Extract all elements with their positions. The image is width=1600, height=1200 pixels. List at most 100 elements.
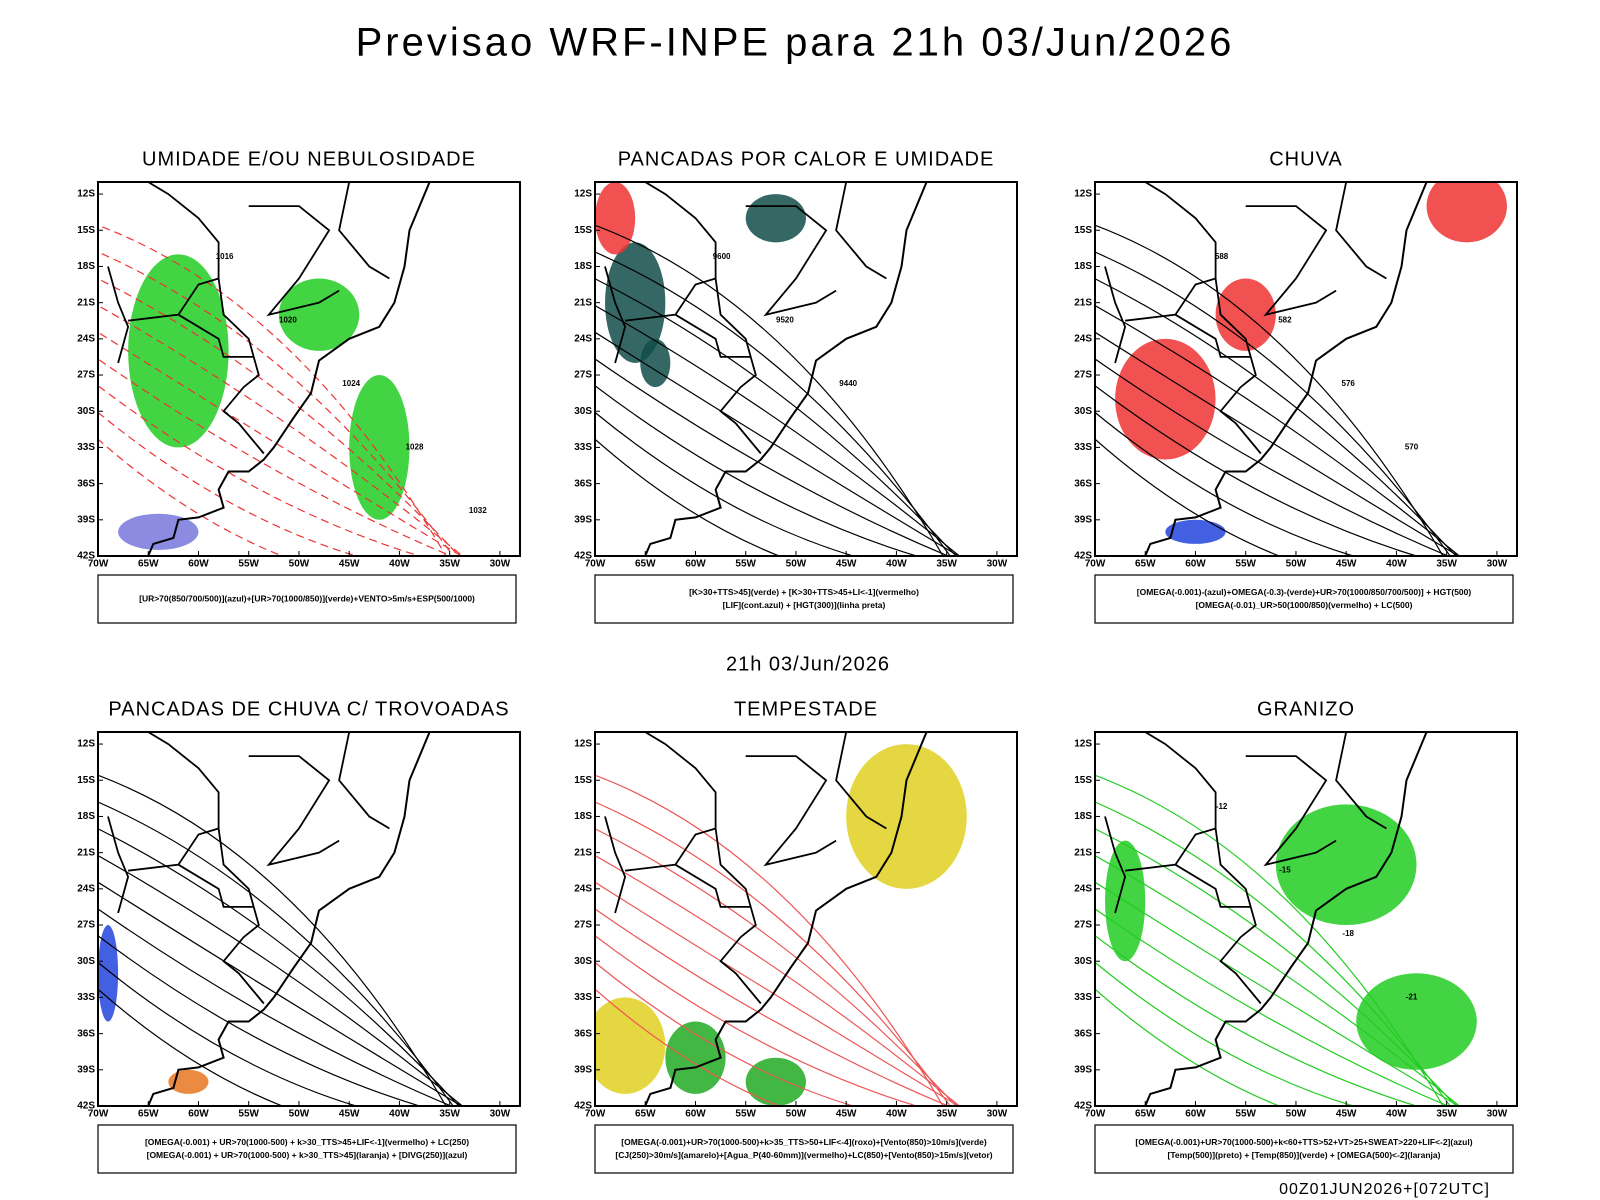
streamline [1095,411,1356,556]
panel-title: PANCADAS DE CHUVA C/ TROVOADAS [108,698,509,720]
contour-label: 1016 [216,252,234,261]
lon-label: 50W [289,559,310,570]
border [595,732,762,1005]
coastline [1144,182,1428,556]
lon-label: 30W [987,1109,1008,1120]
lon-label: 30W [1487,559,1508,570]
lat-label: 15S [77,775,95,786]
lat-label: 27S [77,370,95,381]
streamline [595,881,960,1106]
lat-label: 15S [77,225,95,236]
streamline [98,908,453,1106]
lat-label: 15S [1074,775,1092,786]
lat-label: 42S [1074,1101,1092,1112]
legend-text: [CJ(250)>30m/s](amarelo)+[Agua_P(40-60mm… [615,1150,992,1160]
legend-text: [OMEGA(-0.001) + UR>70(1000-500) + k>30_… [145,1137,469,1147]
map [594,731,1018,1107]
lat-label: 15S [1074,225,1092,236]
streamline [595,908,950,1106]
lon-label: 30W [1487,1109,1508,1120]
border [1124,277,1216,322]
lat-label: 27S [574,920,592,931]
lat-label: 33S [574,992,592,1003]
contour [595,438,781,556]
border [338,182,390,280]
map-content [595,732,967,1106]
field-area [745,194,806,243]
lat-label: 39S [77,514,95,525]
lat-label: 24S [1074,333,1092,344]
border [1174,863,1251,908]
lat-label: 30S [574,956,592,967]
coastline [1144,732,1428,1106]
lon-label: 60W [1185,559,1206,570]
lon-label: 35W [1436,1109,1457,1120]
streamline [98,934,422,1106]
map-content: 588 582 576 570 [1095,182,1507,556]
border [1095,732,1262,1005]
lon-label: 50W [289,1109,310,1120]
lat-label: 21S [77,297,95,308]
streamline [98,384,422,556]
lat-label: 27S [574,370,592,381]
streamline [1095,304,1461,556]
lat-label: 21S [574,847,592,858]
streamline [1095,384,1419,556]
streamline [98,801,454,1106]
lat-label: 30S [1074,956,1092,967]
lat-label: 33S [77,992,95,1003]
lat-label: 18S [1074,811,1092,822]
border [835,732,887,830]
map-content: -12 -15 -18 -21 [1095,732,1477,1106]
legend-text: [OMEGA(-0.001)+UR>70(1000-500)+k<60+TTS>… [1135,1137,1472,1147]
border [604,816,627,914]
field-area [1275,804,1417,926]
lat-label: 27S [1074,370,1092,381]
lon-label: 45W [836,1109,857,1120]
lat-label: 33S [1074,992,1092,1003]
field-area [98,925,119,1022]
footer: 00Z01JUN2026+[072UTC] [1279,1181,1490,1198]
lon-label: 50W [786,559,807,570]
lon-label: 40W [886,1109,907,1120]
contour-label: 1020 [279,315,297,324]
contour-label: 1032 [469,506,487,515]
map: 1016 1020 1024 1028 1032 [97,181,521,557]
lon-label: 40W [886,559,907,570]
streamline [595,988,781,1106]
lon-label: 65W [635,559,656,570]
panel-title: CHUVA [1269,148,1343,170]
lon-label: 45W [1336,1109,1357,1120]
lat-label: 18S [1074,261,1092,272]
lat-label: 24S [574,883,592,894]
contour [1095,934,1419,1106]
lat-label: 12S [574,189,592,200]
lat-label: 18S [574,811,592,822]
lat-label: 12S [77,189,95,200]
border [1124,827,1216,872]
field-area [605,242,666,363]
lat-label: 15S [574,775,592,786]
field-area [846,744,967,889]
lon-label: 40W [1386,1109,1407,1120]
lat-label: 39S [1074,1064,1092,1075]
main-title: Previsao WRF-INPE para 21h 03/Jun/2026 [356,21,1235,65]
contour [1095,828,1457,1106]
lat-label: 39S [77,1064,95,1075]
legend-box [1094,574,1514,624]
lon-label: 55W [1235,1109,1256,1120]
streamline [98,411,359,556]
contour-label: 9520 [776,315,794,324]
lon-label: 35W [439,559,460,570]
streamline [98,828,460,1106]
contour-label: -12 [1216,802,1228,811]
coastline [644,732,928,1106]
subtitle: 21h 03/Jun/2026 [726,653,890,675]
lat-label: 18S [77,261,95,272]
contour [595,251,951,556]
lon-label: 65W [1135,559,1156,570]
border [127,827,219,872]
lat-label: 30S [1074,406,1092,417]
lon-label: 35W [936,559,957,570]
field-area [349,375,410,520]
